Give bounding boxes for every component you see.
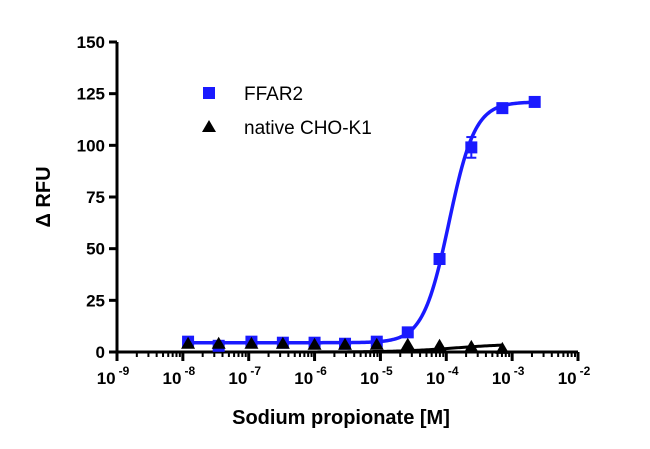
y-tick-label: 25 — [86, 291, 105, 310]
cho-k1-point — [307, 337, 322, 350]
y-tick-label: 125 — [77, 85, 105, 104]
y-tick-label: 0 — [96, 343, 105, 362]
y-tick-label: 100 — [77, 136, 105, 155]
x-tick-label: 10 -9 — [97, 364, 130, 388]
legend-label-ffar2: FFAR2 — [244, 84, 303, 105]
y-tick-label: 75 — [86, 188, 105, 207]
cho-k1-point — [275, 336, 290, 349]
legend-marker-ffar2 — [203, 87, 215, 99]
cho-k1-point — [432, 338, 447, 351]
ffar2-point — [528, 95, 541, 108]
x-tick-label: 10 -6 — [294, 364, 327, 388]
y-tick-label: 150 — [77, 33, 105, 52]
cho-k1-point — [464, 339, 479, 352]
x-tick-label: 10 -5 — [360, 364, 393, 388]
y-tick-label: 50 — [86, 240, 105, 259]
cho-k1-point — [338, 337, 353, 350]
axes: 0 25 50 75 100 125 150 10 -9 10 -8 10 -7 10 -6 10 -5 10 -4… — [77, 33, 591, 388]
cho-k1-point — [369, 337, 384, 350]
y-axis-title: Δ RFU — [33, 166, 55, 227]
legend-label-cho-k1: native CHO-K1 — [244, 118, 372, 139]
cho-k1-point — [495, 341, 510, 354]
x-tick-label: 10 -8 — [163, 364, 196, 388]
ffar2-point — [433, 253, 446, 265]
data-points — [181, 95, 541, 354]
x-tick-label: 10 -2 — [558, 364, 591, 388]
cho-k1-point — [211, 336, 226, 349]
x-axis-title: Sodium propionate [M] — [232, 407, 450, 429]
ffar2-point — [496, 102, 509, 115]
ffar2-point — [465, 141, 478, 154]
error-bars — [402, 97, 540, 337]
ffar2-point — [401, 326, 414, 339]
cho-k1-point — [244, 336, 259, 349]
cho-k1-point — [181, 336, 196, 349]
x-tick-label: 10 -3 — [492, 364, 525, 388]
legend: FFAR2 native CHO-K1 — [202, 84, 372, 139]
x-tick-label: 10 -4 — [426, 364, 459, 388]
fit-curve-cho-k1 — [188, 343, 503, 354]
legend-marker-cho-k1 — [202, 120, 216, 132]
cho-k1-point — [400, 337, 415, 350]
x-tick-label: 10 -7 — [228, 364, 261, 388]
fit-curves — [188, 100, 535, 354]
